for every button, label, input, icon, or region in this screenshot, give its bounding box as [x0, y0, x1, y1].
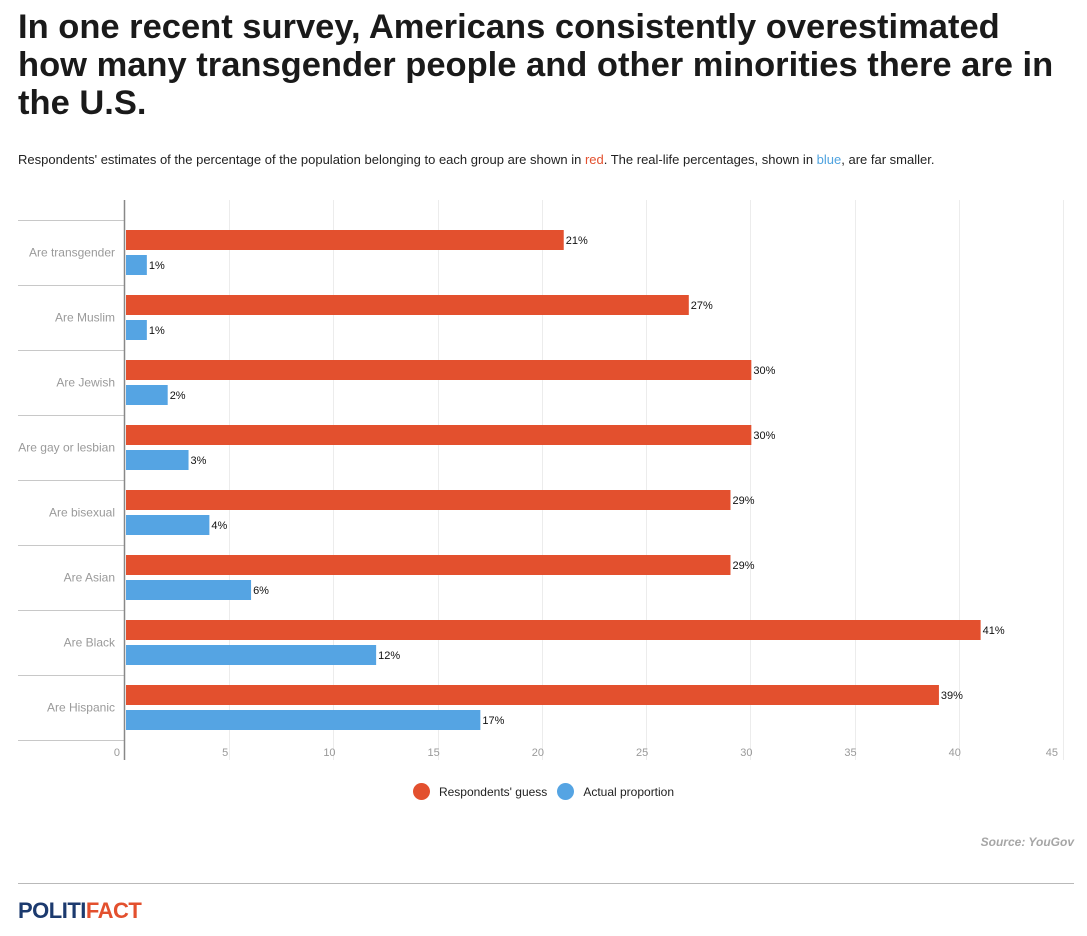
data-label: 3% [191, 455, 207, 467]
category-label: Are bisexual [49, 506, 115, 520]
x-tick-label: 35 [844, 747, 856, 759]
bar-guess [126, 230, 564, 250]
category-label: Are transgender [29, 246, 115, 260]
bar-guess [126, 295, 689, 315]
x-tick-label: 5 [222, 747, 228, 759]
category-label: Are gay or lesbian [18, 441, 115, 455]
bar-guess [126, 555, 731, 575]
chart-legend: Respondents' guess Actual proportion [0, 783, 1087, 800]
legend-swatch-guess [412, 783, 430, 800]
category-label: Are Hispanic [47, 701, 115, 715]
bar-guess [126, 360, 752, 380]
data-label: 39% [941, 690, 963, 702]
footer-divider [18, 883, 1074, 884]
chart-title: In one recent survey, Americans consiste… [18, 8, 1054, 122]
data-label: 2% [170, 390, 186, 402]
x-tick-label: 20 [532, 747, 544, 759]
bar-actual [126, 450, 189, 470]
data-label: 1% [149, 325, 165, 337]
legend-label-guess: Respondents' guess [438, 784, 548, 799]
data-label: 30% [753, 430, 775, 442]
data-label: 12% [378, 650, 400, 662]
bar-actual [126, 320, 147, 340]
data-label: 29% [732, 560, 754, 572]
source-note: Source: YouGov [980, 835, 1074, 849]
politifact-logo: POLITI FACT [18, 898, 142, 924]
data-label: 17% [482, 715, 504, 727]
data-label: 6% [253, 585, 269, 597]
subtitle-red-word: red [584, 152, 604, 167]
data-label: 30% [753, 365, 775, 377]
bar-guess [126, 490, 731, 510]
legend-item-actual[interactable]: Actual proportion [557, 783, 674, 800]
data-label: 27% [691, 300, 713, 312]
bar-actual [126, 385, 168, 405]
category-label: Are Asian [64, 571, 115, 585]
data-label: 41% [983, 625, 1005, 637]
bar-guess [126, 425, 752, 445]
data-label: 4% [211, 520, 227, 532]
x-tick-label: 10 [323, 747, 335, 759]
bar-actual [126, 580, 252, 600]
data-label: 21% [566, 235, 588, 247]
bar-actual [126, 515, 210, 535]
data-label: 1% [149, 260, 165, 272]
x-tick-label: 0 [114, 747, 120, 759]
category-label: Are Jewish [56, 376, 115, 390]
x-tick-label: 15 [428, 747, 440, 759]
bar-guess [126, 620, 981, 640]
x-tick-label: 30 [740, 747, 752, 759]
bar-chart: Are transgender 21% 1% Are Muslim 27% 1% Are J… [18, 200, 1064, 760]
bar-guess [126, 685, 939, 705]
bar-actual [126, 710, 481, 730]
chart-subtitle: Respondents' estimates of the percentage… [18, 152, 935, 167]
logo-part-politi: POLITI [18, 898, 86, 923]
category-label: Are Black [64, 636, 116, 650]
bar-actual [126, 255, 147, 275]
x-tick-label: 40 [949, 747, 961, 759]
subtitle-blue-word: blue [816, 152, 842, 167]
data-label: 29% [732, 495, 754, 507]
legend-item-guess[interactable]: Respondents' guess [412, 783, 548, 800]
category-label: Are Muslim [55, 311, 115, 325]
logo-part-fact: FACT [85, 898, 142, 923]
x-tick-label: 25 [636, 747, 648, 759]
legend-swatch-actual [557, 783, 575, 800]
legend-label-actual: Actual proportion [583, 784, 675, 799]
x-tick-label: 45 [1046, 747, 1058, 759]
bar-actual [126, 645, 377, 665]
